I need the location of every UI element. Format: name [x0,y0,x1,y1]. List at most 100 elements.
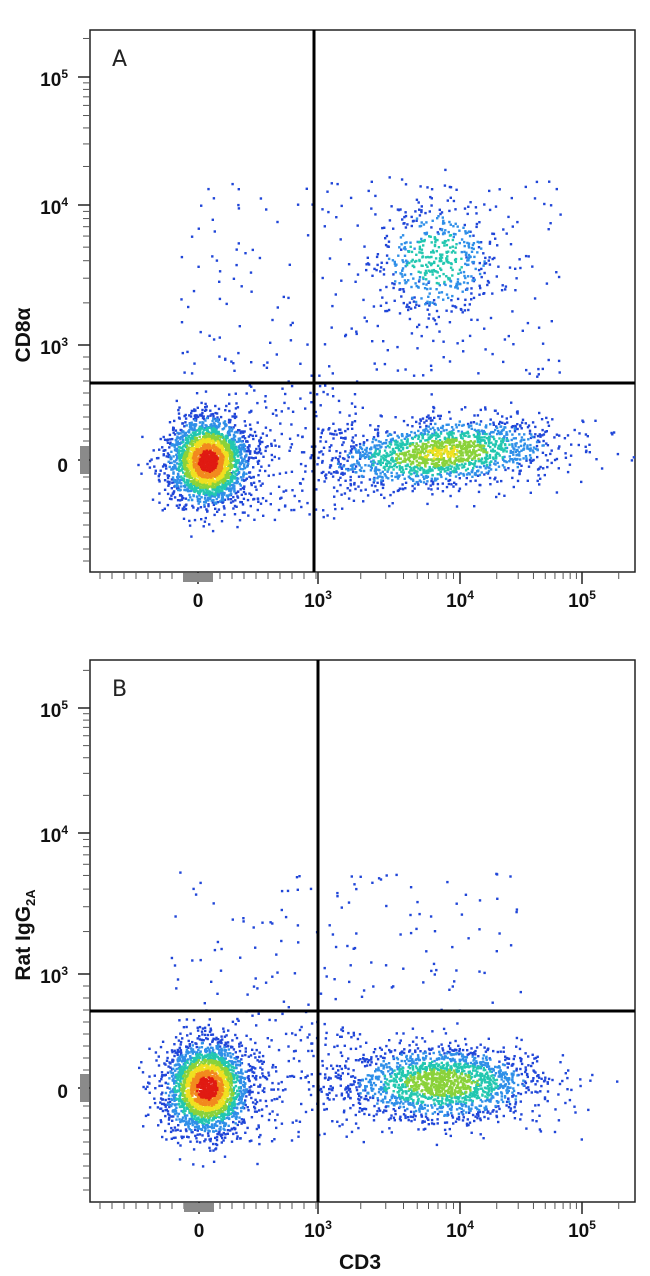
event-dot [477,440,480,444]
event-dot [235,469,238,473]
event-dot [509,243,513,246]
event-dot [475,465,478,468]
event-dot [476,414,480,417]
event-dot [506,438,509,441]
event-dot [413,454,416,457]
event-dot [420,237,423,241]
event-dot [178,481,181,484]
event-dot [259,197,263,200]
event-dot [170,461,173,464]
event-dot [466,457,470,461]
event-dot [216,485,219,488]
event-dot [453,481,456,484]
event-dot [476,432,480,436]
event-dot [381,479,385,482]
event-dot [420,221,423,224]
event-dot [354,280,357,283]
event-dot [442,231,445,234]
event-dot [449,196,452,199]
event-dot [387,257,391,261]
event-dot [202,492,205,495]
event-dot [455,282,458,286]
event-dot [190,476,194,480]
event-dot [215,412,219,415]
event-dot [465,431,468,434]
event-dot [198,461,201,464]
event-dot [234,463,237,466]
event-dot [460,436,463,439]
event-dot [466,443,470,447]
event-dot [529,449,532,452]
event-dot [437,232,440,236]
event-dot [441,232,445,236]
event-dot [417,270,420,273]
event-dot [588,451,591,454]
event-dot [473,505,476,508]
event-dot [354,434,357,437]
event-dot [433,319,437,322]
event-dot [391,459,395,462]
event-dot [439,254,443,258]
event-dot [374,438,378,442]
event-dot [206,416,209,420]
event-dot [441,216,444,219]
event-dot [329,432,332,435]
event-dot [488,476,492,480]
event-dot [441,490,445,493]
event-dot [355,451,359,454]
event-dot [454,246,457,249]
event-dot [192,443,196,446]
event-dot [274,409,278,412]
event-dot [216,510,219,513]
event-dot [232,470,235,473]
event-dot [477,453,481,457]
event-dot [447,466,450,469]
event-dot [219,489,222,492]
event-dot [495,452,498,456]
event-dot [464,451,467,454]
event-dot [431,493,434,496]
event-dot [492,232,496,236]
event-dot [496,244,499,247]
event-dot [374,428,377,431]
event-dot [200,518,203,521]
event-dot [439,452,443,455]
event-dot [242,490,246,494]
event-dot [360,481,363,484]
event-dot [450,251,454,254]
event-dot [495,440,498,443]
event-dot [449,246,452,249]
event-dot [180,495,184,498]
event-dot [166,452,170,455]
event-dot [282,295,285,299]
event-dot [429,427,432,431]
event-dot [362,298,365,302]
event-dot [495,275,498,278]
event-dot [339,238,342,241]
event-dot [486,451,489,454]
event-dot [401,468,405,472]
event-dot [429,484,432,487]
event-dot [238,519,242,522]
event-dot [401,441,404,444]
event-dot [414,469,417,473]
event-dot [456,278,460,281]
event-dot [536,375,539,378]
event-dot [400,248,403,251]
event-dot [391,479,394,482]
event-dot [586,435,589,438]
event-dot [231,182,234,186]
event-dot [435,448,438,451]
event-dot [217,493,221,497]
event-dot [309,391,312,395]
event-dot [207,431,210,434]
event-dot [412,374,416,377]
event-dot [370,456,373,459]
event-dot [547,358,550,362]
event-dot [179,453,182,457]
event-dot [175,468,179,471]
event-dot [374,455,377,458]
event-dot [401,467,404,470]
event-dot [504,447,507,450]
event-dot [518,469,521,473]
